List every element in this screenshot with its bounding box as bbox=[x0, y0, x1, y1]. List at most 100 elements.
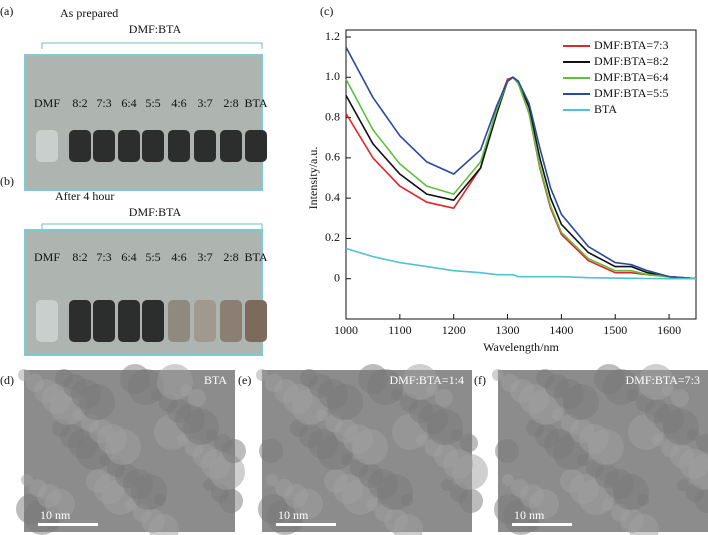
vial-label: 4:6 bbox=[171, 250, 186, 264]
y-tick-label: 1.0 bbox=[325, 69, 340, 83]
legend-label: DMF:BTA=8:2 bbox=[594, 54, 668, 68]
texture bbox=[18, 369, 30, 381]
texture bbox=[393, 514, 423, 535]
texture bbox=[154, 494, 166, 506]
vial-label: 4:6 bbox=[171, 96, 186, 110]
vial-label: 5:5 bbox=[145, 250, 160, 264]
series-line bbox=[345, 76, 697, 280]
texture bbox=[73, 409, 85, 421]
plot-frame bbox=[345, 29, 697, 320]
panel-label: (e) bbox=[238, 373, 251, 387]
texture bbox=[637, 494, 649, 506]
texture bbox=[293, 489, 323, 519]
vial-label: 2:8 bbox=[223, 96, 238, 110]
scale-bar bbox=[276, 523, 336, 526]
texture bbox=[452, 454, 488, 490]
texture bbox=[552, 409, 564, 421]
vial bbox=[245, 300, 267, 342]
texture bbox=[177, 434, 189, 446]
texture bbox=[99, 454, 111, 466]
x-axis-label: Wavelength/nm bbox=[483, 340, 559, 354]
texture bbox=[188, 389, 206, 407]
texture bbox=[696, 434, 708, 452]
x-tick-label: 1100 bbox=[388, 323, 412, 337]
vial bbox=[220, 130, 242, 162]
vial bbox=[194, 130, 216, 162]
series-line bbox=[345, 247, 696, 280]
vial-label: 8:2 bbox=[72, 250, 87, 264]
texture bbox=[206, 429, 218, 441]
vial-label: 5:5 bbox=[145, 96, 160, 110]
x-tick-label: 1000 bbox=[334, 323, 358, 337]
vial bbox=[93, 300, 115, 342]
scale-label: 10 nm bbox=[40, 508, 71, 522]
vial bbox=[194, 300, 216, 342]
series-line bbox=[345, 46, 697, 280]
texture bbox=[366, 499, 378, 511]
y-axis-label: Intensity/a.u. bbox=[306, 147, 320, 210]
group-label: DMF:BTA bbox=[129, 22, 182, 36]
texture bbox=[341, 454, 353, 466]
texture bbox=[459, 489, 483, 513]
texture bbox=[492, 369, 504, 381]
texture bbox=[151, 389, 163, 401]
texture bbox=[629, 514, 659, 535]
texture bbox=[416, 434, 428, 446]
vial bbox=[142, 300, 164, 342]
texture bbox=[426, 384, 438, 396]
texture bbox=[256, 369, 268, 381]
vial-label: 3:7 bbox=[197, 250, 212, 264]
texture bbox=[695, 489, 708, 513]
texture bbox=[45, 489, 75, 519]
scale-label: 10 nm bbox=[278, 508, 309, 522]
panel-title: After 4 hour bbox=[55, 189, 114, 203]
bracket bbox=[41, 223, 263, 230]
texture bbox=[627, 389, 639, 401]
vial bbox=[142, 130, 164, 162]
y-tick-label: 0.6 bbox=[325, 150, 340, 164]
vial-label: BTA bbox=[244, 250, 267, 264]
texture bbox=[401, 494, 413, 506]
texture bbox=[316, 409, 328, 421]
vial-label: 6:4 bbox=[121, 96, 136, 110]
x-tick-label: 1300 bbox=[496, 323, 520, 337]
vial bbox=[168, 300, 190, 342]
panel-label: (d) bbox=[0, 373, 14, 387]
texture bbox=[563, 384, 599, 420]
x-tick-label: 1200 bbox=[442, 323, 466, 337]
vial-label: DMF bbox=[34, 250, 60, 264]
panel-label: (c) bbox=[320, 4, 333, 18]
texture bbox=[671, 389, 689, 407]
tem-caption: BTA bbox=[204, 373, 227, 387]
scale-bar bbox=[512, 523, 572, 526]
vial bbox=[69, 300, 91, 342]
texture bbox=[105, 429, 141, 465]
texture bbox=[435, 389, 453, 407]
texture bbox=[652, 434, 664, 446]
vial bbox=[93, 130, 115, 162]
texture bbox=[529, 489, 559, 519]
vial bbox=[36, 300, 58, 342]
series-line bbox=[345, 76, 697, 280]
vial-label: DMF bbox=[34, 96, 60, 110]
texture bbox=[180, 384, 192, 396]
texture bbox=[688, 454, 708, 490]
vial bbox=[69, 130, 91, 162]
scale-label: 10 nm bbox=[514, 508, 545, 522]
texture bbox=[149, 514, 179, 535]
x-tick-label: 1400 bbox=[549, 323, 573, 337]
texture bbox=[391, 389, 403, 401]
legend-label: BTA bbox=[594, 102, 617, 116]
texture bbox=[502, 474, 514, 486]
photo bbox=[24, 54, 263, 191]
texture bbox=[687, 429, 699, 441]
series-line bbox=[345, 76, 697, 280]
y-tick-label: 0.2 bbox=[325, 230, 340, 244]
texture bbox=[577, 454, 589, 466]
texture bbox=[125, 499, 137, 511]
texture bbox=[441, 479, 453, 491]
vial-label: 7:3 bbox=[96, 250, 111, 264]
vial-label: 6:4 bbox=[121, 250, 136, 264]
x-tick-label: 1500 bbox=[603, 323, 627, 337]
